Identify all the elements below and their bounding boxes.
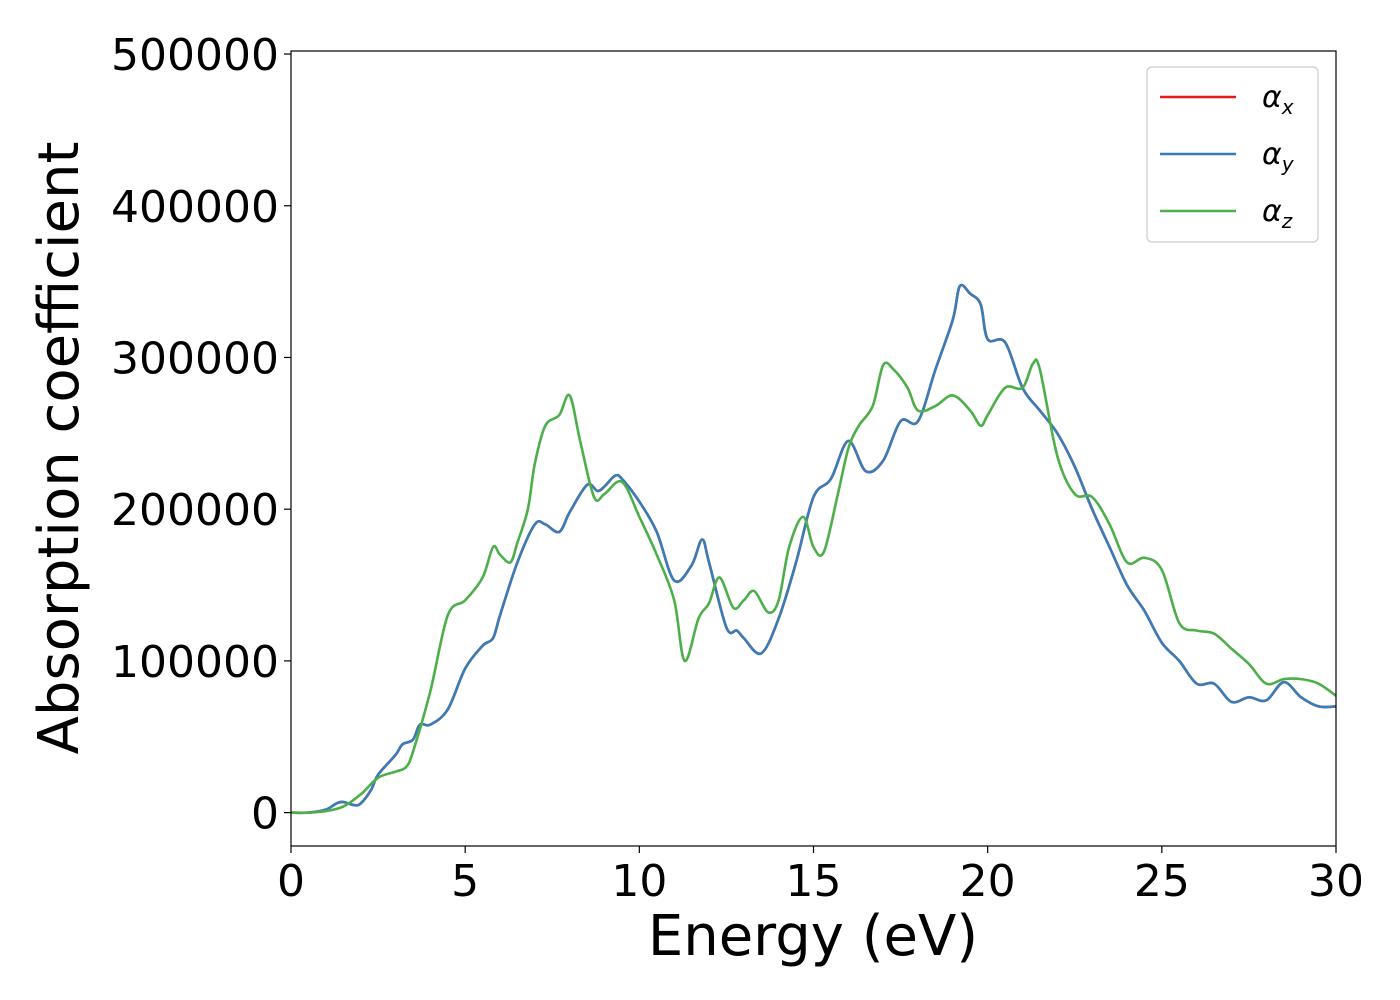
x-axis-title: Energy (eV)	[648, 904, 978, 969]
x-tick-label: 15	[786, 856, 842, 907]
x-tick-label: 25	[1134, 856, 1190, 907]
x-tick-label: 20	[960, 856, 1016, 907]
legend: αx αy αz	[1146, 66, 1319, 243]
y-tick-label: 200000	[111, 485, 279, 536]
series-line-alpha-z	[291, 358, 1336, 815]
y-tick-label: 0	[251, 789, 279, 840]
series-layer	[291, 283, 1336, 815]
x-tick-label: 5	[451, 856, 479, 907]
x-axis-ticks: 0 5 10 15 20 25 30	[277, 846, 1364, 907]
x-tick-label: 0	[277, 856, 305, 907]
y-axis-title: Absorption coefficient	[27, 142, 92, 755]
legend-label-y: αy	[1262, 137, 1295, 176]
legend-label-z: αz	[1262, 194, 1293, 233]
y-tick-label: 300000	[111, 333, 279, 384]
y-tick-label: 100000	[111, 637, 279, 688]
x-tick-label: 30	[1308, 856, 1364, 907]
x-tick-label: 10	[611, 856, 667, 907]
legend-items: αx αy αz	[1160, 80, 1295, 233]
legend-label-x: αx	[1262, 80, 1294, 119]
y-axis-ticks: 0 100000 200000 300000 400000 500000	[111, 30, 291, 840]
y-tick-label: 400000	[111, 182, 279, 233]
y-tick-label: 500000	[111, 30, 279, 81]
